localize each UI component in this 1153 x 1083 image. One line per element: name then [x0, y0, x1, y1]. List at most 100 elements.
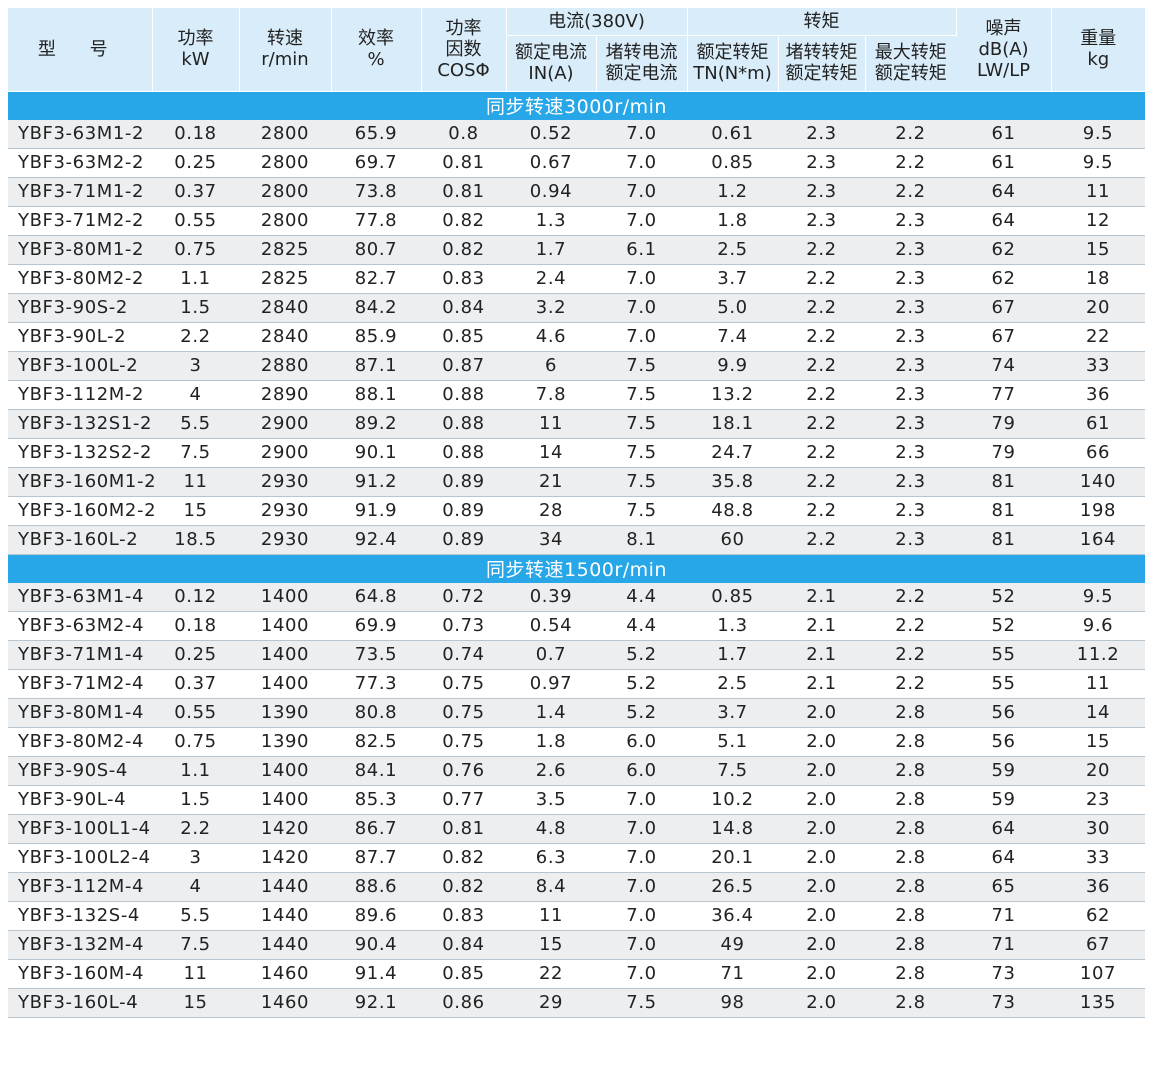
- locked-current-ratio-cell: 7.5: [596, 988, 687, 1018]
- noise-cell: 81: [956, 467, 1052, 497]
- efficiency-cell: 91.4: [331, 959, 421, 989]
- rated-torque-cell: 1.8: [687, 206, 778, 236]
- locked-current-ratio-cell: 4.4: [596, 582, 687, 612]
- max-torque-ratio-cell: 2.8: [865, 901, 957, 931]
- table-row: YBF3-71M2-4 0.37 1400 77.3 0.75 0.97 5.2 2.5 2.1…: [8, 669, 1146, 699]
- model-cell: YBF3-63M2-2: [8, 148, 152, 178]
- noise-cell: 59: [956, 756, 1052, 786]
- rated-torque-cell: 71: [687, 959, 778, 989]
- locked-torque-ratio-cell: 2.2: [778, 409, 865, 439]
- power-factor-cell: 0.81: [421, 814, 506, 844]
- table-row: YBF3-100L1-4 2.2 1420 86.7 0.81 4.8 7.0 14.8 2.0…: [8, 814, 1146, 844]
- weight-cell: 9.6: [1051, 611, 1146, 641]
- rated-current-cell: 1.3: [506, 206, 596, 236]
- noise-cell: 62: [956, 235, 1052, 265]
- locked-current-ratio-cell: 7.0: [596, 264, 687, 294]
- weight-cell: 20: [1051, 756, 1146, 786]
- locked-torque-ratio-cell: 2.2: [778, 351, 865, 381]
- power-cell: 0.37: [152, 669, 239, 699]
- weight-cell: 9.5: [1051, 148, 1146, 178]
- locked-current-ratio-cell: 7.5: [596, 496, 687, 526]
- speed-cell: 2900: [239, 438, 331, 468]
- speed-cell: 1460: [239, 959, 331, 989]
- efficiency-cell: 89.6: [331, 901, 421, 931]
- model-cell: YBF3-63M1-4: [8, 582, 152, 612]
- max-torque-ratio-cell: 2.2: [865, 611, 957, 641]
- power-factor-cell: 0.81: [421, 148, 506, 178]
- locked-torque-ratio-cell: 2.2: [778, 235, 865, 265]
- rated-torque-cell: 0.85: [687, 148, 778, 178]
- rated-current-cell: 3.2: [506, 293, 596, 323]
- weight-cell: 9.5: [1051, 119, 1146, 149]
- header-current-group: 电流(380V): [506, 8, 688, 36]
- locked-torque-ratio-cell: 2.1: [778, 582, 865, 612]
- header-weight: 重量 kg: [1051, 8, 1146, 92]
- rated-current-cell: 21: [506, 467, 596, 497]
- speed-cell: 1420: [239, 814, 331, 844]
- locked-current-ratio-cell: 7.0: [596, 785, 687, 815]
- rated-torque-cell: 20.1: [687, 843, 778, 873]
- power-factor-cell: 0.83: [421, 264, 506, 294]
- rated-torque-cell: 18.1: [687, 409, 778, 439]
- table-row: YBF3-80M1-2 0.75 2825 80.7 0.82 1.7 6.1 2.5 2.2 2…: [8, 235, 1146, 265]
- speed-cell: 2930: [239, 496, 331, 526]
- power-factor-cell: 0.82: [421, 235, 506, 265]
- rated-current-cell: 4.8: [506, 814, 596, 844]
- table-row: YBF3-160L-4 15 1460 92.1 0.86 29 7.5 98 2.0 2.8 73…: [8, 988, 1146, 1018]
- table-row: YBF3-90L-4 1.5 1400 85.3 0.77 3.5 7.0 10.2 2.0 2.…: [8, 785, 1146, 815]
- locked-torque-ratio-cell: 2.0: [778, 843, 865, 873]
- noise-cell: 73: [956, 988, 1052, 1018]
- noise-cell: 52: [956, 611, 1052, 641]
- power-cell: 0.55: [152, 698, 239, 728]
- efficiency-cell: 80.7: [331, 235, 421, 265]
- efficiency-cell: 91.9: [331, 496, 421, 526]
- noise-cell: 56: [956, 727, 1052, 757]
- locked-torque-ratio-cell: 2.2: [778, 438, 865, 468]
- table-row: YBF3-132S-4 5.5 1440 89.6 0.83 11 7.0 36.4 2.0 2.…: [8, 901, 1146, 931]
- locked-current-ratio-cell: 7.0: [596, 872, 687, 902]
- rated-current-cell: 4.6: [506, 322, 596, 352]
- speed-cell: 1440: [239, 901, 331, 931]
- rated-current-cell: 8.4: [506, 872, 596, 902]
- model-cell: YBF3-100L-2: [8, 351, 152, 381]
- max-torque-ratio-cell: 2.8: [865, 785, 957, 815]
- locked-torque-ratio-cell: 2.3: [778, 119, 865, 149]
- table-row: YBF3-112M-4 4 1440 88.6 0.82 8.4 7.0 26.5 2.0 2.8…: [8, 872, 1146, 902]
- locked-current-ratio-cell: 7.0: [596, 322, 687, 352]
- weight-cell: 11.2: [1051, 640, 1146, 670]
- locked-current-ratio-cell: 6.0: [596, 727, 687, 757]
- noise-cell: 52: [956, 582, 1052, 612]
- model-cell: YBF3-71M2-2: [8, 206, 152, 236]
- rated-torque-cell: 35.8: [687, 467, 778, 497]
- model-cell: YBF3-160M1-2: [8, 467, 156, 497]
- weight-cell: 22: [1051, 322, 1146, 352]
- rated-torque-cell: 1.2: [687, 177, 778, 207]
- locked-current-ratio-cell: 5.2: [596, 640, 687, 670]
- header-speed: 转速 r/min: [239, 8, 332, 92]
- power-factor-cell: 0.82: [421, 206, 506, 236]
- power-cell: 0.12: [152, 582, 239, 612]
- efficiency-cell: 85.9: [331, 322, 421, 352]
- noise-cell: 79: [956, 438, 1052, 468]
- rated-current-cell: 0.67: [506, 148, 596, 178]
- rated-current-cell: 0.52: [506, 119, 596, 149]
- table-row: YBF3-63M2-2 0.25 2800 69.7 0.81 0.67 7.0 0.85 2.…: [8, 148, 1146, 178]
- max-torque-ratio-cell: 2.3: [865, 264, 957, 294]
- power-factor-cell: 0.84: [421, 930, 506, 960]
- speed-cell: 1400: [239, 582, 331, 612]
- model-cell: YBF3-80M1-2: [8, 235, 152, 265]
- speed-cell: 1400: [239, 669, 331, 699]
- max-torque-ratio-cell: 2.2: [865, 148, 957, 178]
- efficiency-cell: 69.9: [331, 611, 421, 641]
- noise-cell: 67: [956, 293, 1052, 323]
- weight-cell: 18: [1051, 264, 1146, 294]
- rated-current-cell: 7.8: [506, 380, 596, 410]
- power-cell: 0.18: [152, 611, 239, 641]
- model-cell: YBF3-71M2-4: [8, 669, 152, 699]
- power-cell: 3: [152, 351, 239, 381]
- rated-torque-cell: 7.4: [687, 322, 778, 352]
- rated-current-cell: 0.7: [506, 640, 596, 670]
- max-torque-ratio-cell: 2.2: [865, 119, 957, 149]
- rated-current-cell: 6: [506, 351, 596, 381]
- speed-cell: 1400: [239, 756, 331, 786]
